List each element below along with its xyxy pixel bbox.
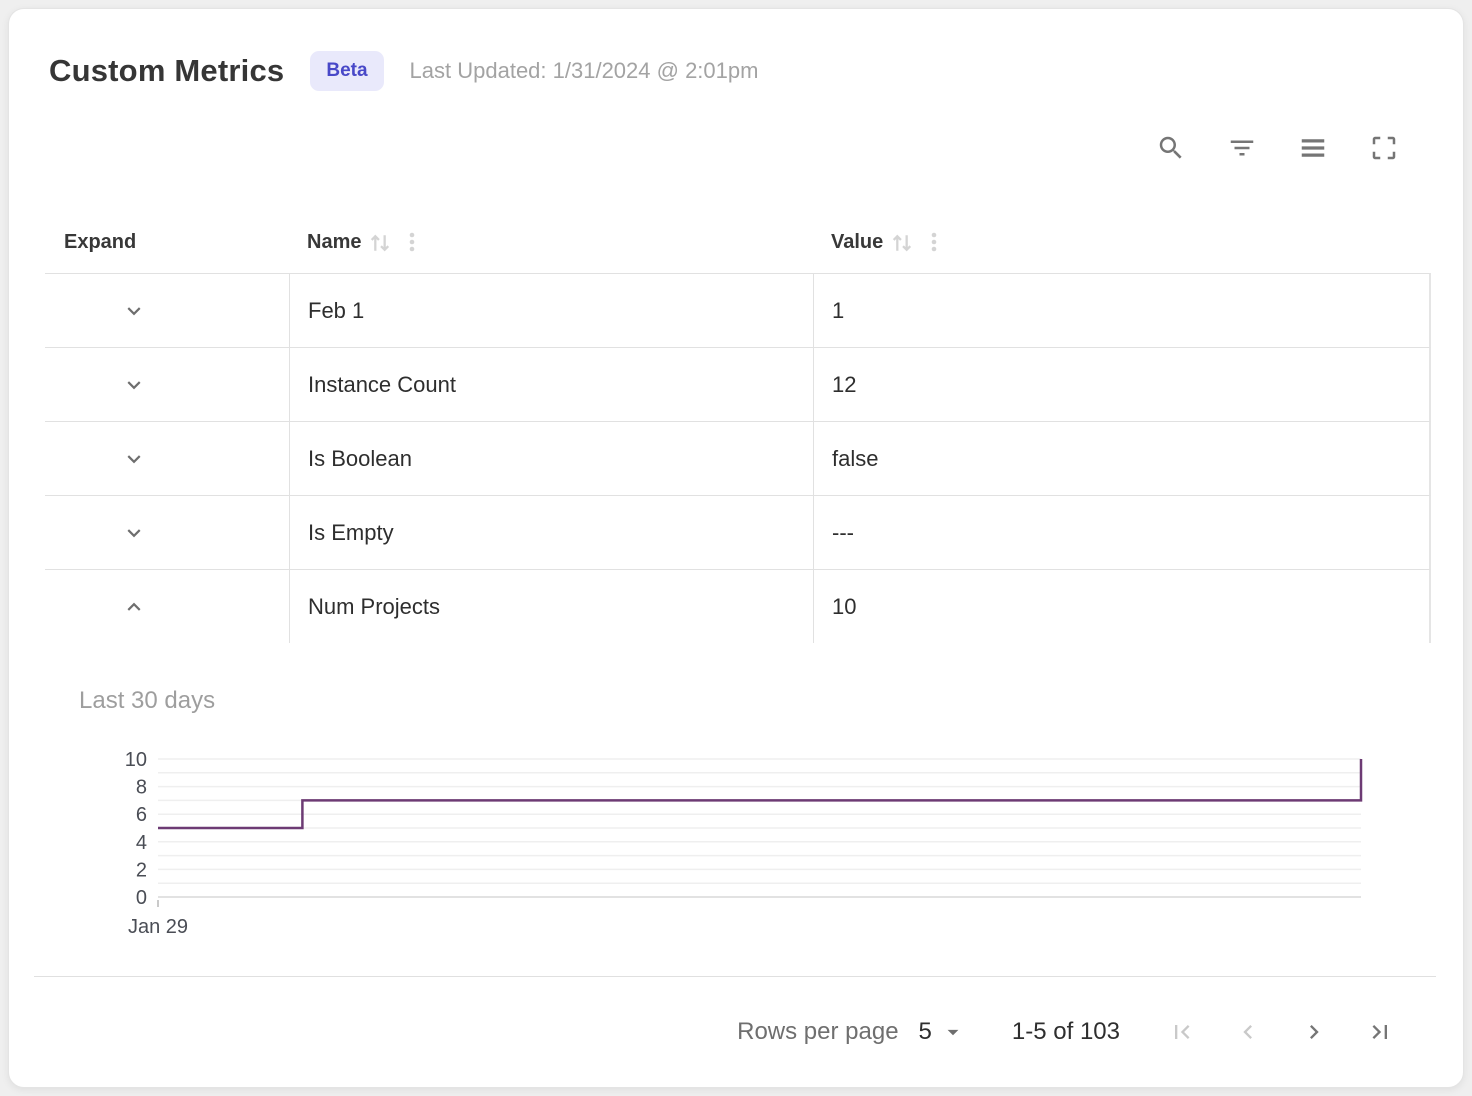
table-row-expanded: Num Projects 10 xyxy=(45,569,1431,643)
fullscreen-button[interactable] xyxy=(1369,133,1399,163)
svg-text:0: 0 xyxy=(136,887,147,909)
rows-per-page-value: 5 xyxy=(918,1018,932,1045)
cell-name: Instance Count xyxy=(289,348,813,421)
last-updated-text: Last Updated: 1/31/2024 @ 2:01pm xyxy=(409,58,759,83)
cell-value: false xyxy=(813,422,1429,495)
cell-name: Is Boolean xyxy=(289,422,813,495)
cell-value: 12 xyxy=(813,348,1429,421)
pagination-range-label: 1-5 of 103 xyxy=(1011,1018,1120,1045)
svg-text:10: 10 xyxy=(125,749,147,771)
table-row: Is Empty --- xyxy=(45,495,1431,569)
custom-metrics-panel: Custom Metrics Beta Last Updated: 1/31/2… xyxy=(8,8,1464,1088)
sort-icon[interactable] xyxy=(889,229,916,256)
rows-per-page-select[interactable]: 5 xyxy=(919,1015,966,1050)
collapse-row-button[interactable] xyxy=(121,594,147,620)
cell-value: 1 xyxy=(813,274,1429,347)
chevron-down-icon xyxy=(121,306,147,327)
metrics-table: Expand Name Value Feb 1 1 Instance Count… xyxy=(45,211,1431,948)
table-row: Instance Count 12 xyxy=(45,347,1431,421)
column-label: Value xyxy=(831,230,884,253)
cell-name: Is Empty xyxy=(289,496,813,569)
table-row: Feb 1 1 xyxy=(45,273,1431,347)
density-button[interactable] xyxy=(1298,133,1328,163)
table-row: Is Boolean false xyxy=(45,421,1431,495)
last-page-button[interactable] xyxy=(1366,1018,1394,1046)
cell-value: --- xyxy=(813,496,1429,569)
sort-icon[interactable] xyxy=(367,229,394,256)
density-icon xyxy=(1298,139,1328,166)
search-icon xyxy=(1156,136,1186,166)
svg-text:4: 4 xyxy=(136,832,147,854)
expand-row-button[interactable] xyxy=(121,520,147,546)
filter-icon xyxy=(1227,140,1257,166)
column-label: Expand xyxy=(64,230,137,253)
chevron-down-icon xyxy=(121,380,147,401)
filter-button[interactable] xyxy=(1227,133,1257,163)
rows-per-page-label: Rows per page xyxy=(737,1018,899,1045)
pagination-controls xyxy=(1168,1018,1394,1046)
expand-row-button[interactable] xyxy=(121,446,147,472)
beta-badge: Beta xyxy=(310,51,384,91)
chevron-down-icon xyxy=(121,454,147,475)
chevron-right-icon xyxy=(1300,1025,1328,1049)
expand-row-button[interactable] xyxy=(121,372,147,398)
cell-value: 10 xyxy=(813,570,1429,643)
page-title: Custom Metrics xyxy=(49,53,285,88)
column-header-value[interactable]: Value xyxy=(813,229,1431,256)
column-menu-icon[interactable] xyxy=(400,230,424,254)
next-page-button[interactable] xyxy=(1300,1018,1328,1046)
trend-chart: 0 2 4 6 8 10 Jan 29 xyxy=(125,749,1363,938)
svg-text:8: 8 xyxy=(136,777,147,799)
cell-name: Feb 1 xyxy=(289,274,813,347)
fullscreen-icon xyxy=(1369,136,1399,166)
svg-text:2: 2 xyxy=(136,859,147,881)
table-footer: Rows per page 5 1-5 of 103 xyxy=(34,976,1436,1087)
dropdown-caret-icon xyxy=(932,1015,966,1050)
panel-header: Custom Metrics Beta Last Updated: 1/31/2… xyxy=(49,51,758,91)
svg-text:Jan 29: Jan 29 xyxy=(128,916,188,938)
first-page-button[interactable] xyxy=(1168,1018,1196,1046)
row-detail-panel: Last 30 days 0 2 4 6 8 10 Jan 29 xyxy=(45,687,1431,948)
column-label: Name xyxy=(307,230,362,253)
table-header-row: Expand Name Value xyxy=(45,211,1431,273)
previous-page-button[interactable] xyxy=(1234,1018,1262,1046)
chevron-down-icon xyxy=(121,528,147,549)
grid-toolbar xyxy=(1156,133,1399,163)
chevron-left-icon xyxy=(1234,1025,1262,1049)
column-header-name[interactable]: Name xyxy=(289,229,813,256)
chevron-up-icon xyxy=(121,602,147,623)
chart-title: Last 30 days xyxy=(79,687,216,714)
expand-row-button[interactable] xyxy=(121,298,147,324)
search-button[interactable] xyxy=(1156,133,1186,163)
column-menu-icon[interactable] xyxy=(922,230,946,254)
column-header-expand: Expand xyxy=(45,231,289,254)
last-page-icon xyxy=(1366,1025,1394,1049)
cell-name: Num Projects xyxy=(289,570,813,643)
first-page-icon xyxy=(1168,1025,1196,1049)
svg-text:6: 6 xyxy=(136,804,147,826)
